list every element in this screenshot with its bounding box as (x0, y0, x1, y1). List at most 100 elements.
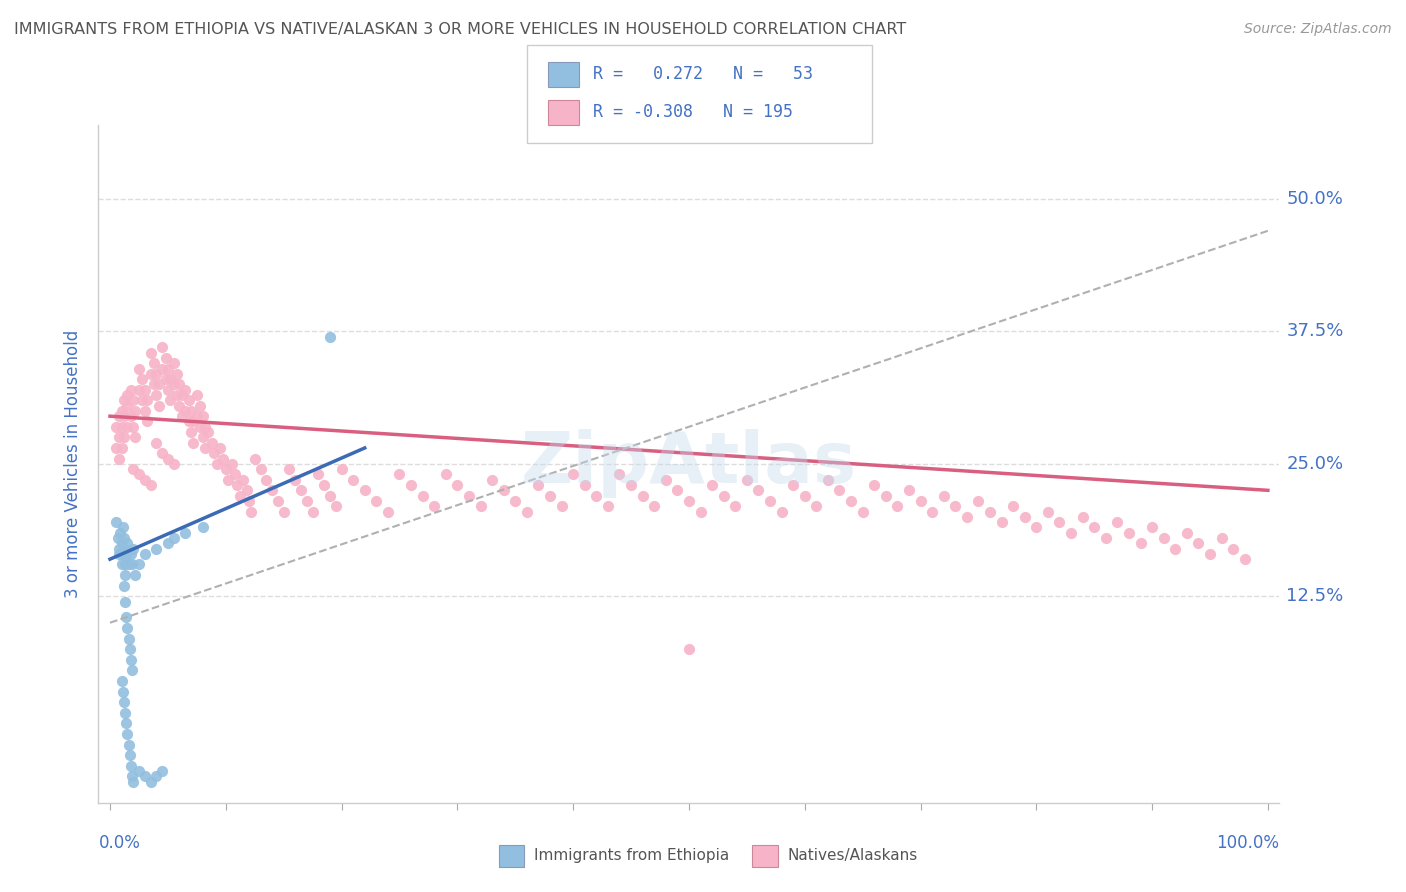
Point (150, 764, 173, 778)
Point (839, 494, 862, 508)
Point (163, 457, 186, 471)
Point (177, 414, 200, 428)
Point (128, 764, 150, 778)
Point (806, 500, 828, 514)
Point (124, 430, 146, 444)
Point (128, 383, 150, 397)
Point (388, 467, 411, 482)
Point (180, 404, 202, 418)
Point (434, 467, 457, 482)
Point (148, 377, 170, 392)
Point (1014, 509, 1036, 524)
Point (117, 727, 139, 741)
Point (111, 547, 134, 561)
Point (112, 579, 135, 593)
Point (104, 419, 127, 434)
Point (1107, 515, 1129, 529)
Point (1071, 509, 1094, 524)
Point (527, 478, 550, 492)
Point (1233, 552, 1256, 566)
Point (1211, 531, 1233, 545)
Point (249, 462, 271, 476)
Point (325, 500, 347, 514)
Point (120, 383, 142, 397)
Point (115, 716, 138, 731)
Point (232, 473, 254, 487)
Point (191, 520, 214, 534)
Point (295, 494, 318, 508)
Point (1118, 525, 1140, 540)
Point (163, 377, 186, 392)
Point (188, 399, 211, 413)
Point (205, 457, 228, 471)
Text: R =   0.272   N =   53: R = 0.272 N = 53 (593, 65, 813, 83)
Point (267, 494, 290, 508)
Point (183, 435, 205, 450)
Point (166, 367, 188, 381)
Text: IMMIGRANTS FROM ETHIOPIA VS NATIVE/ALASKAN 3 OR MORE VEHICLES IN HOUSEHOLD CORRE: IMMIGRANTS FROM ETHIOPIA VS NATIVE/ALASK… (14, 22, 907, 37)
Point (183, 414, 205, 428)
Point (1094, 531, 1116, 545)
Point (120, 547, 142, 561)
Point (828, 483, 851, 498)
Point (128, 558, 150, 572)
Point (122, 419, 145, 434)
Point (122, 393, 145, 408)
Point (1083, 520, 1105, 534)
Point (201, 435, 224, 450)
Point (110, 673, 132, 688)
Point (191, 409, 214, 424)
Point (770, 504, 793, 518)
Point (921, 504, 943, 518)
Point (111, 520, 134, 534)
Point (1060, 525, 1083, 540)
Point (910, 494, 932, 508)
Point (458, 489, 481, 503)
Point (112, 393, 135, 408)
Point (114, 706, 136, 720)
Point (117, 738, 139, 752)
Point (131, 372, 153, 386)
Point (967, 494, 990, 508)
Point (735, 473, 758, 487)
Point (678, 494, 700, 508)
Point (110, 536, 132, 550)
Point (117, 388, 139, 402)
Point (110, 558, 132, 572)
Point (620, 478, 643, 492)
Point (224, 467, 246, 482)
Point (104, 515, 127, 529)
Point (121, 769, 143, 783)
Text: 0.0%: 0.0% (98, 834, 141, 852)
Point (1187, 536, 1209, 550)
Point (284, 473, 307, 487)
Point (110, 441, 132, 455)
Point (169, 399, 191, 413)
Point (366, 494, 388, 508)
Point (979, 504, 1001, 518)
Point (319, 330, 342, 344)
Point (156, 536, 179, 550)
Point (1164, 541, 1187, 556)
Point (470, 500, 492, 514)
Point (117, 547, 139, 561)
Point (117, 632, 139, 646)
Point (492, 483, 515, 498)
Point (932, 489, 955, 503)
Point (155, 351, 177, 365)
Point (238, 494, 260, 508)
Point (1002, 500, 1025, 514)
Point (114, 558, 136, 572)
Point (177, 393, 200, 408)
Point (120, 653, 142, 667)
Point (538, 489, 561, 503)
Point (481, 473, 503, 487)
Point (353, 483, 375, 498)
Point (108, 430, 131, 444)
Point (112, 541, 135, 556)
Point (128, 467, 150, 482)
Point (134, 547, 156, 561)
Point (574, 478, 596, 492)
Point (1199, 547, 1222, 561)
Text: R = -0.308   N = 195: R = -0.308 N = 195 (593, 103, 793, 121)
